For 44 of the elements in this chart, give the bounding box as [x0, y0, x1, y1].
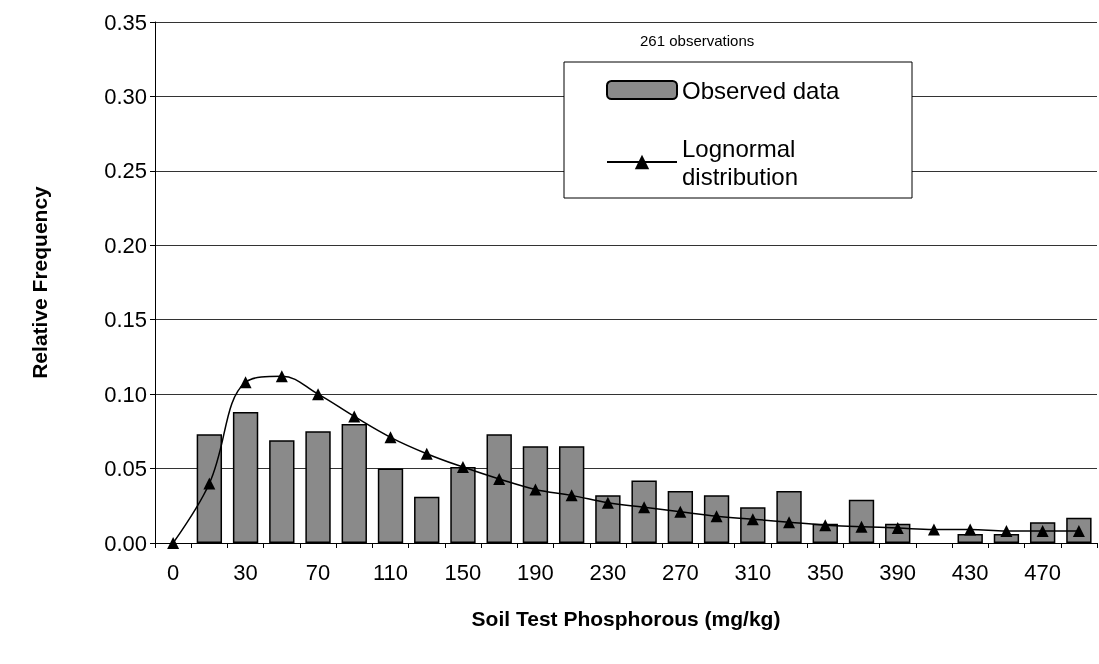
x-tick-label: 0	[166, 559, 180, 585]
point	[927, 523, 940, 536]
x-tick-label: 190	[517, 559, 554, 585]
x-tick-label: 270	[661, 559, 699, 585]
y-tick-label: 0.25	[104, 158, 147, 184]
legend-label: Observed data	[682, 76, 841, 104]
point	[493, 472, 506, 485]
point	[384, 431, 397, 444]
x-tick-label: 310	[734, 559, 772, 585]
legend-label: Lognormal distribution	[682, 134, 803, 190]
point	[964, 523, 977, 536]
point	[203, 477, 216, 490]
y-tick-label: 0.30	[104, 83, 147, 109]
y-tick-label: 0.05	[104, 456, 147, 482]
y-tick-label: 0.35	[104, 9, 147, 35]
x-tick-label: 150	[444, 559, 482, 585]
y-axis-title: Relative Frequency	[28, 185, 51, 379]
point	[529, 483, 542, 496]
point	[348, 410, 361, 423]
point	[565, 489, 578, 502]
point	[275, 370, 288, 383]
x-tick-label: 470	[1024, 559, 1062, 585]
x-tick-label: 110	[372, 559, 409, 585]
x-tick-label: 230	[589, 559, 627, 585]
x-tick-label: 390	[879, 559, 917, 585]
point	[167, 537, 180, 549]
point	[638, 501, 651, 514]
x-tick-label: 350	[806, 559, 844, 585]
x-tick-label: 70	[305, 559, 331, 585]
point	[456, 461, 469, 474]
point	[239, 376, 252, 389]
x-axis-title: Soil Test Phosphorous (mg/kg)	[471, 607, 781, 630]
y-tick-label: 0.20	[104, 232, 147, 258]
x-tick-label: 430	[951, 559, 989, 585]
legend-title: 261 observations	[640, 32, 755, 49]
y-tick-label: 0.10	[104, 381, 147, 407]
point	[420, 447, 433, 460]
point	[312, 388, 325, 401]
point	[1000, 525, 1013, 538]
y-tick-label: 0.15	[104, 307, 147, 333]
y-tick-label: 0.00	[104, 530, 147, 556]
point	[819, 519, 832, 532]
x-tick-label: 30	[233, 559, 258, 585]
point	[601, 496, 614, 509]
